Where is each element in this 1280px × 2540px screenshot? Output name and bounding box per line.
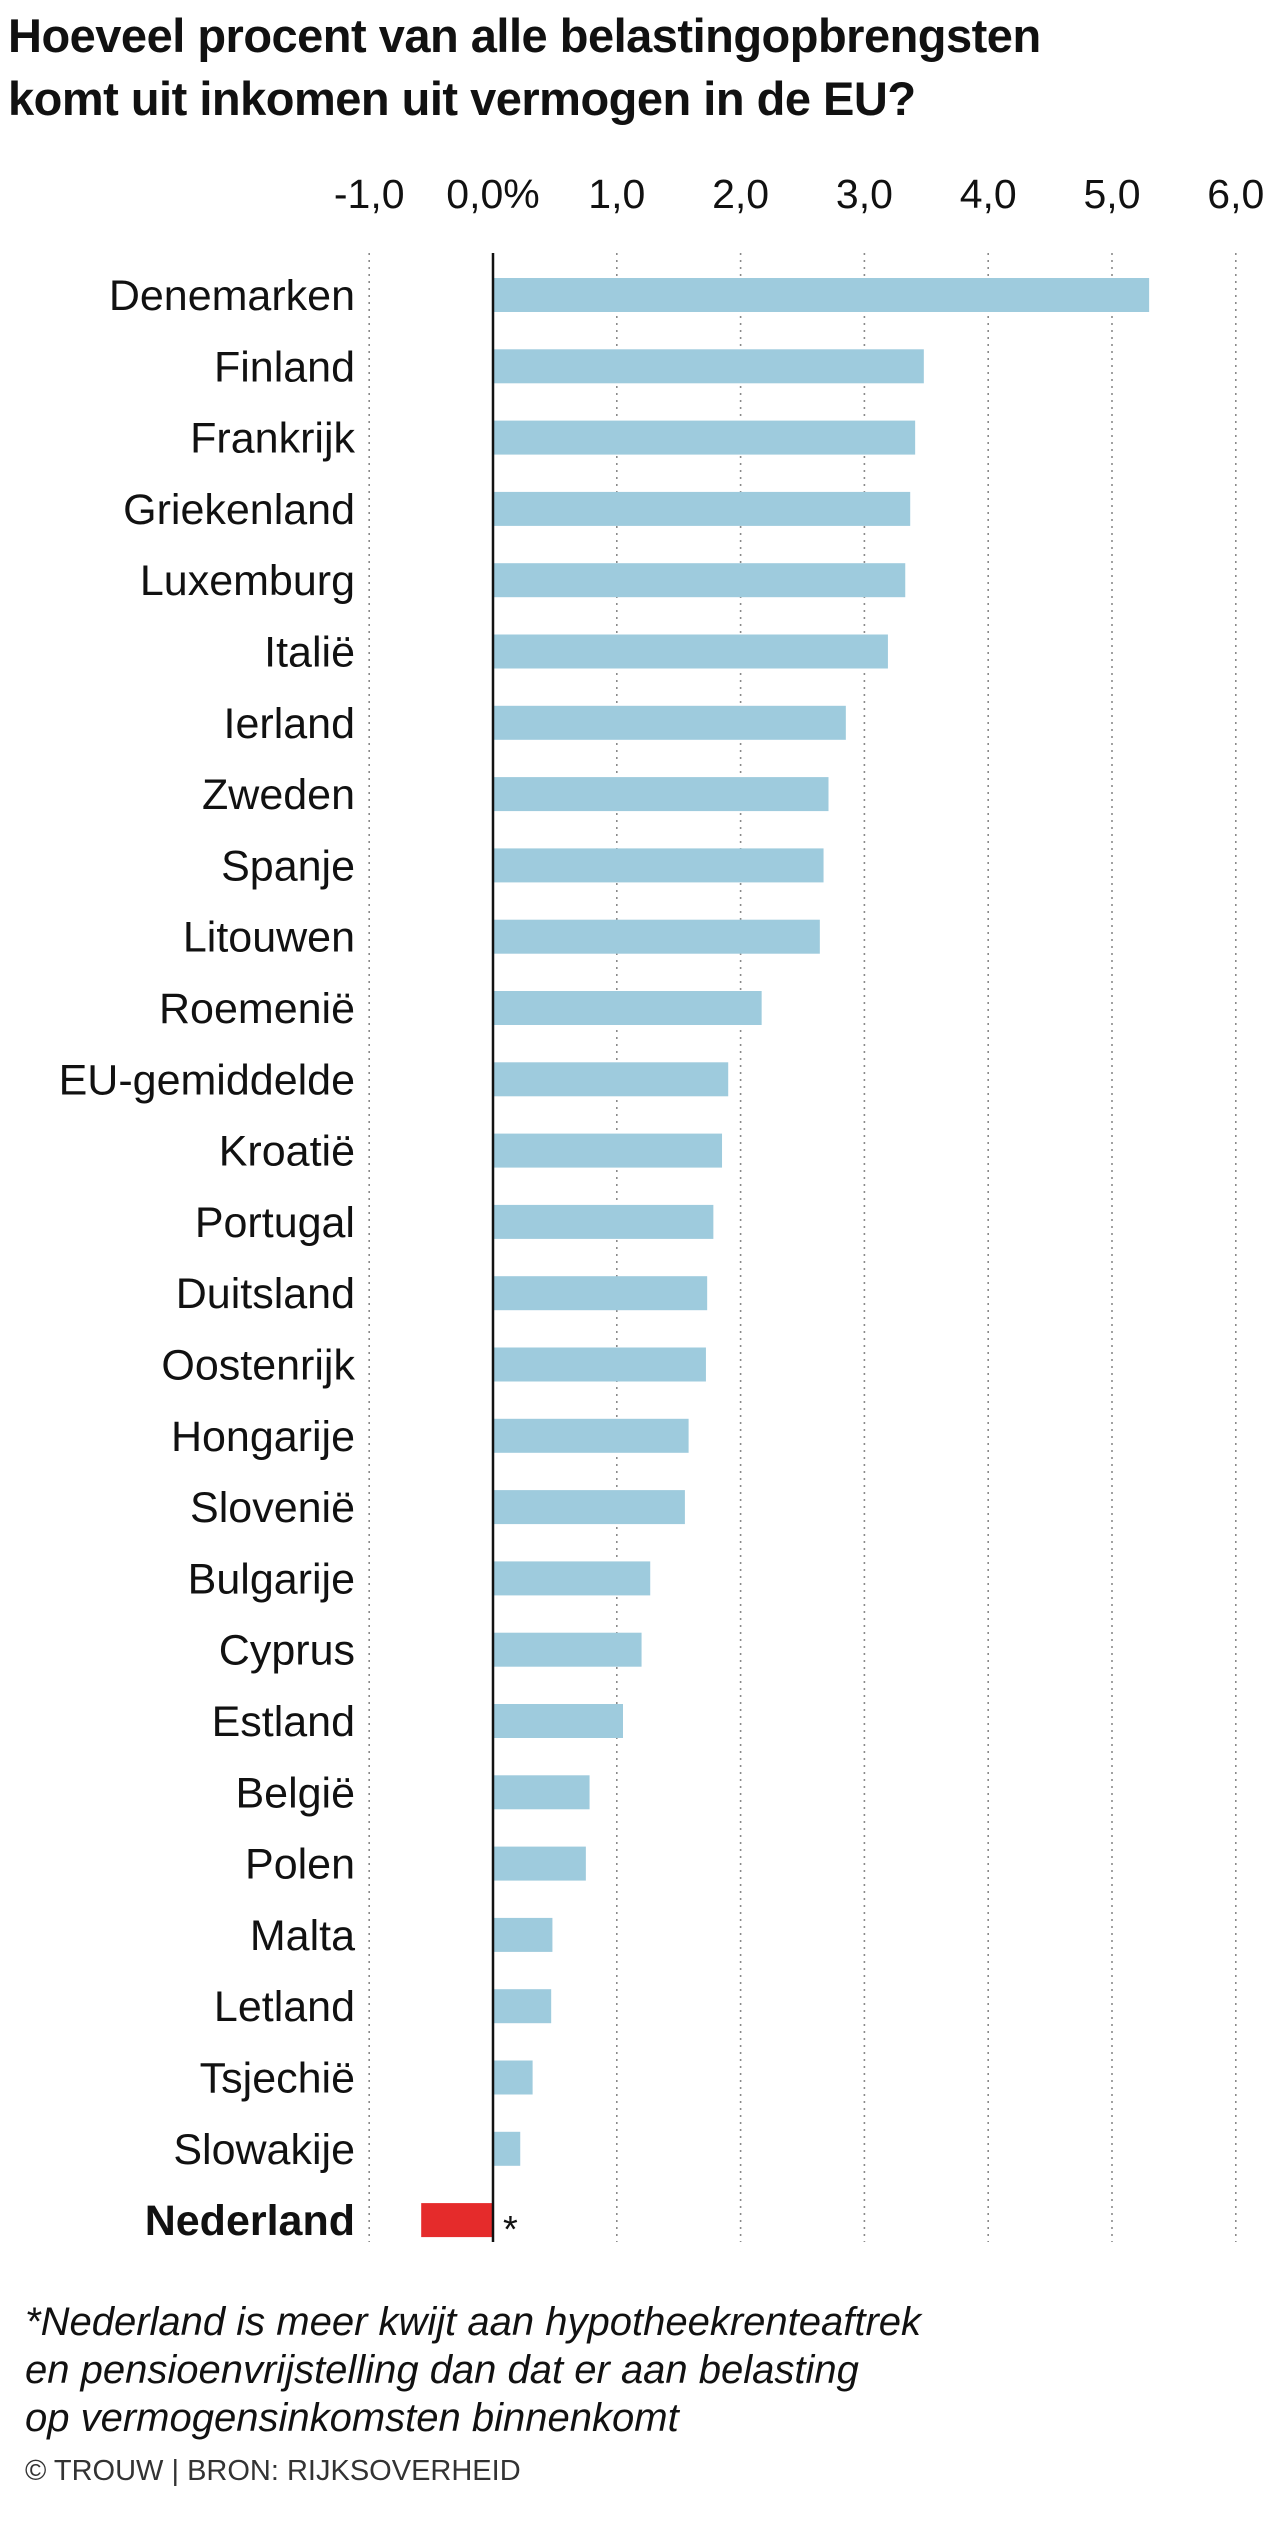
bar-letland [493,1989,552,2024]
bar-chart: -1,0 0,0% 1,0 2,0 3,0 4,0 5,0 6,0 Denemarken Finl… [59,171,1265,2251]
x-tick-label: -1,0 [334,171,405,217]
x-tick-label: 6,0 [1207,171,1264,217]
x-tick-label: 4,0 [960,171,1017,217]
category-label: Bulgarije [188,1555,355,1603]
bar-slowakije [493,2131,521,2166]
bar-eu-gemiddelde [493,1062,729,1097]
bar-tsjechië [493,2060,533,2095]
bar-ierland [493,705,846,740]
bar-duitsland [493,1276,708,1311]
bar-litouwen [493,919,820,954]
footnote-line-2: en pensioenvrijstelling dan dat er aan b… [25,2348,859,2392]
bar-italië [493,634,888,669]
category-label: Frankrijk [190,415,355,463]
category-label: Slovenië [190,1484,355,1532]
category-label: Spanje [221,842,355,890]
category-label: Litouwen [183,914,355,962]
category-label: Tsjechië [200,2055,355,2103]
bar-bulgarije [493,1561,651,1596]
bar-oostenrijk [493,1347,706,1382]
bar-zweden [493,777,829,812]
chart-title-line-2: komt uit inkomen uit vermogen in de EU? [8,72,916,125]
footnote-line-1: *Nederland is meer kwijt aan hypotheekre… [25,2300,922,2344]
category-label: Italië [264,629,355,677]
source-credit: © TROUW | BRON: RIJKSOVERHEID [25,2455,521,2487]
category-label: Kroatië [219,1128,355,1176]
bar-spanje [493,848,824,883]
x-tick-label: 3,0 [836,171,893,217]
x-tick-label: 0,0% [446,171,539,217]
bar-slovenië [493,1490,685,1525]
bar-luxemburg [493,563,906,598]
bar-portugal [493,1204,714,1239]
category-label: Cyprus [219,1627,355,1675]
footnote: *Nederland is meer kwijt aan hypotheekre… [25,2298,921,2442]
chart-title-line-1: Hoeveel procent van alle belastingopbren… [8,9,1041,62]
bar-malta [493,1917,553,1952]
category-label: Ierland [224,700,355,748]
bar-frankrijk [493,420,916,455]
category-label: Duitsland [176,1270,355,1318]
bar-nederland [421,2203,493,2238]
category-label: Polen [245,1841,355,1889]
annotation-asterisk: * [503,2209,518,2251]
category-label: Oostenrijk [161,1342,355,1390]
category-label: Slowakije [173,2126,355,2174]
bar-finland [493,349,924,384]
category-label: Malta [250,1912,355,1960]
x-tick-label: 5,0 [1084,171,1141,217]
category-label: België [235,1769,355,1817]
bar-hongarije [493,1418,689,1453]
category-label: Hongarije [171,1413,355,1461]
footnote-line-3: op vermogensinkomsten binnenkomt [25,2396,679,2440]
category-label: Zweden [202,771,355,819]
category-label: Denemarken [109,272,355,320]
category-label: Portugal [195,1199,355,1247]
category-label: Griekenland [123,486,355,534]
category-label: Roemenië [159,985,355,1033]
x-tick-label: 1,0 [588,171,645,217]
category-label: Estland [212,1698,355,1746]
category-label: Letland [214,1983,355,2031]
chart-title: Hoeveel procent van alle belastingopbren… [8,4,1278,130]
category-label: EU-gemiddelde [59,1056,355,1104]
bar-estland [493,1704,623,1738]
bar-roemenië [493,991,762,1025]
bar-kroatië [493,1133,723,1168]
category-label: Nederland [145,2197,355,2245]
category-label: Luxemburg [140,557,355,605]
bar-polen [493,1846,586,1881]
bar-belgië [493,1775,590,1810]
bar-denemarken [493,278,1150,312]
bar-griekenland [493,491,911,526]
bar-cyprus [493,1632,642,1667]
category-label: Finland [214,343,355,391]
x-tick-label: 2,0 [712,171,769,217]
